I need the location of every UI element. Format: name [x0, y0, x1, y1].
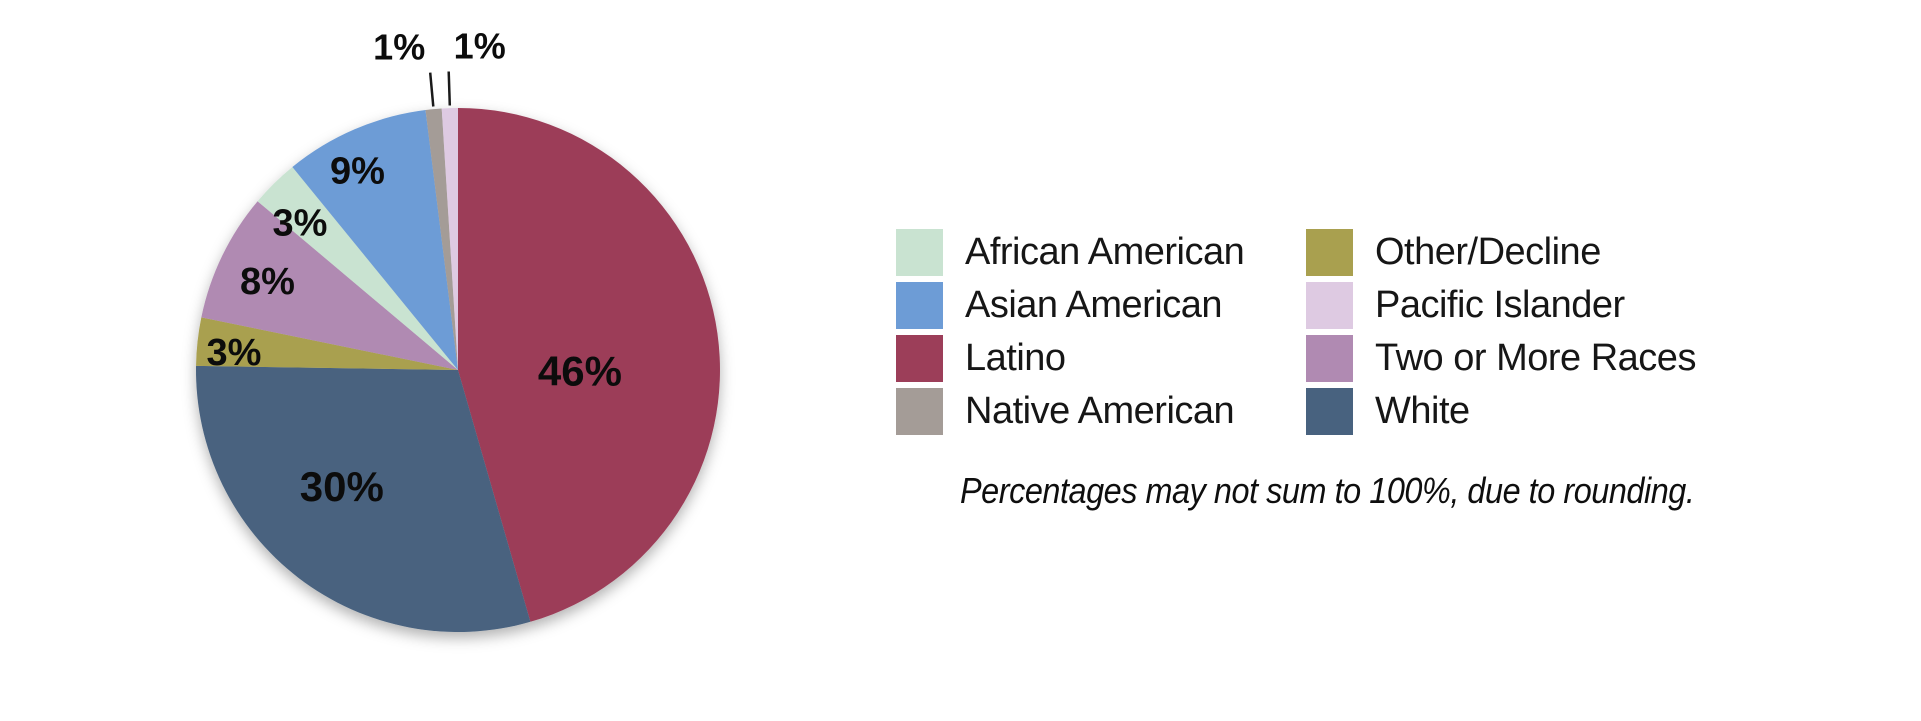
pie-percent-label-latino: 46% — [538, 348, 622, 395]
legend-label-two-or-more-races: Two or More Races — [1375, 337, 1696, 379]
pie-slice-pacific-islander — [441, 108, 458, 370]
callout-line-native-american — [428, 72, 435, 107]
legend-label-african-american: African American — [965, 231, 1245, 273]
legend-item-two-or-more-races: Two or More Races — [1306, 332, 1696, 385]
pie-percent-label-two-or-more-races: 8% — [240, 261, 295, 303]
callout-line-pacific-islander — [447, 71, 452, 106]
pie-slice-other-decline — [196, 317, 458, 370]
legend-swatch-pacific-islander — [1306, 282, 1353, 329]
pie-percent-label-pacific-islander: 1% — [454, 26, 506, 67]
legend-label-other-decline: Other/Decline — [1375, 231, 1601, 273]
legend-swatch-asian-american — [896, 282, 943, 329]
legend-swatch-two-or-more-races — [1306, 335, 1353, 382]
legend-label-latino: Latino — [965, 337, 1066, 379]
pie-slice-white — [195, 365, 531, 632]
legend-swatch-native-american — [896, 388, 943, 435]
pie-slice-two-or-more-races — [201, 201, 458, 370]
legend-swatch-latino — [896, 335, 943, 382]
legend-swatch-other-decline — [1306, 229, 1353, 276]
pie-percent-label-native-american: 1% — [373, 27, 425, 68]
pie-slice-asian-american — [292, 110, 458, 370]
pie-chart: 46%30%3%8%3%9%1% 1% — [195, 26, 720, 632]
legend-item-latino: Latino — [896, 332, 1306, 385]
legend-swatch-african-american — [896, 229, 943, 276]
pie-slice-native-american — [425, 108, 458, 370]
legend-item-african-american: African American — [896, 226, 1306, 279]
pie-slice-latino — [458, 108, 720, 622]
legend-label-white: White — [1375, 390, 1470, 432]
legend-swatch-white — [1306, 388, 1353, 435]
pie-percent-label-asian-american: 9% — [330, 151, 385, 193]
legend-label-asian-american: Asian American — [965, 284, 1223, 326]
pie-slice-african-american — [257, 166, 458, 370]
legend-item-other-decline: Other/Decline — [1306, 226, 1696, 279]
legend-label-native-american: Native American — [965, 390, 1235, 432]
legend-item-white: White — [1306, 385, 1696, 438]
legend: African American Asian American Latino Nati… — [896, 226, 1696, 438]
pie-percent-label-african-american: 3% — [272, 203, 327, 245]
legend-item-pacific-islander: Pacific Islander — [1306, 279, 1696, 332]
legend-item-native-american: Native American — [896, 385, 1306, 438]
footnote: Percentages may not sum to 100%, due to … — [960, 470, 1695, 511]
legend-item-asian-american: Asian American — [896, 279, 1306, 332]
pie-percent-label-other-decline: 3% — [207, 332, 262, 374]
pie-percent-label-white: 30% — [300, 463, 384, 510]
legend-label-pacific-islander: Pacific Islander — [1375, 284, 1625, 326]
